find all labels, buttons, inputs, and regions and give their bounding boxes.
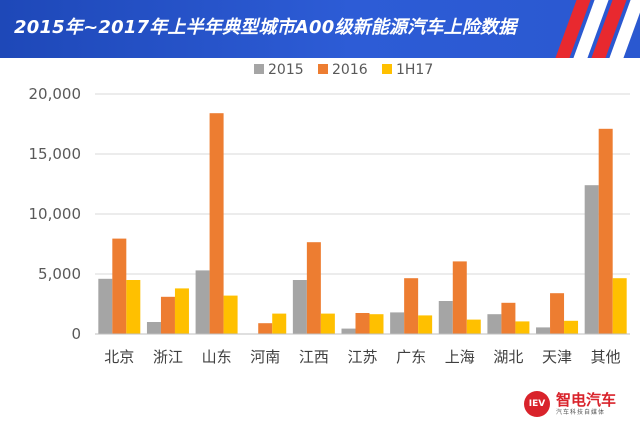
bar-1H17-其他 — [612, 278, 627, 334]
bar-2016-上海 — [452, 261, 467, 334]
x-tick-label: 北京 — [104, 348, 134, 366]
bar-chart: 0 5,000 10,000 15,000 20,000 北京 浙江 山东 河南 江西 江苏 广东 上海… — [29, 62, 630, 366]
x-tick-label: 上海 — [445, 348, 475, 366]
bar-2016-天津 — [550, 293, 565, 334]
bar-2015-江苏 — [341, 328, 356, 334]
x-tick-label: 湖北 — [493, 348, 523, 366]
bar-2016-江苏 — [355, 313, 370, 334]
bar-1H17-河南 — [272, 313, 287, 334]
legend-swatch — [254, 64, 264, 74]
bar-1H17-江苏 — [369, 314, 384, 334]
legend-label: 1H17 — [396, 62, 433, 78]
bar-2016-江西 — [306, 242, 321, 334]
bar-2015-天津 — [536, 327, 551, 334]
bar-1H17-山东 — [223, 295, 238, 334]
bar-2015-江西 — [292, 280, 307, 334]
chart-title: 2015年~2017年上半年典型城市A00级新能源汽车上险数据 — [14, 17, 517, 38]
y-tick-label: 0 — [71, 325, 81, 343]
legend-swatch — [382, 64, 392, 74]
y-tick-label: 20,000 — [29, 85, 82, 103]
legend-label: 2015 — [268, 62, 304, 78]
title-banner: 2015年~2017年上半年典型城市A00级新能源汽车上险数据 — [0, 0, 640, 58]
x-tick-label: 其他 — [591, 348, 621, 366]
y-tick-label: 15,000 — [29, 145, 82, 163]
bar-1H17-天津 — [564, 320, 579, 334]
x-tick-label: 河南 — [250, 348, 280, 366]
brand-tagline: 汽车科技自媒体 — [555, 408, 605, 416]
bar-2016-山东 — [209, 113, 224, 334]
bar-2016-浙江 — [160, 296, 175, 334]
bar-2015-湖北 — [487, 314, 502, 334]
bar-2016-北京 — [112, 238, 127, 334]
bar-2015-上海 — [438, 301, 453, 334]
y-tick-label: 10,000 — [29, 205, 82, 223]
brand-name: 智电汽车 — [555, 390, 616, 409]
bar-2016-河南 — [258, 323, 273, 334]
x-tick-label: 广东 — [396, 348, 426, 366]
legend-label: 2016 — [332, 62, 368, 78]
x-tick-label: 天津 — [542, 348, 572, 366]
bar-2016-湖北 — [501, 302, 516, 334]
bar-2015-浙江 — [146, 322, 161, 334]
legend-swatch — [318, 64, 328, 74]
bar-2016-广东 — [404, 278, 419, 334]
brand-logo: IEV 智电汽车 汽车科技自媒体 — [523, 390, 616, 417]
bar-2015-其他 — [584, 185, 599, 334]
bar-1H17-湖北 — [515, 321, 530, 334]
y-tick-label: 5,000 — [38, 265, 81, 283]
x-tick-label: 江苏 — [347, 348, 377, 366]
bar-1H17-浙江 — [174, 288, 189, 334]
x-tick-label: 山东 — [202, 348, 232, 366]
bar-1H17-广东 — [418, 315, 433, 334]
bar-2015-山东 — [195, 270, 210, 334]
bar-2015-北京 — [98, 278, 113, 334]
bar-1H17-江西 — [320, 313, 335, 334]
bar-2015-广东 — [390, 312, 405, 334]
x-tick-label: 浙江 — [153, 348, 183, 366]
iev-logo-icon: IEV — [523, 391, 550, 417]
x-tick-label: 江西 — [299, 348, 329, 366]
bar-2016-其他 — [598, 128, 613, 334]
bar-1H17-北京 — [126, 280, 141, 334]
bar-1H17-上海 — [466, 319, 481, 334]
